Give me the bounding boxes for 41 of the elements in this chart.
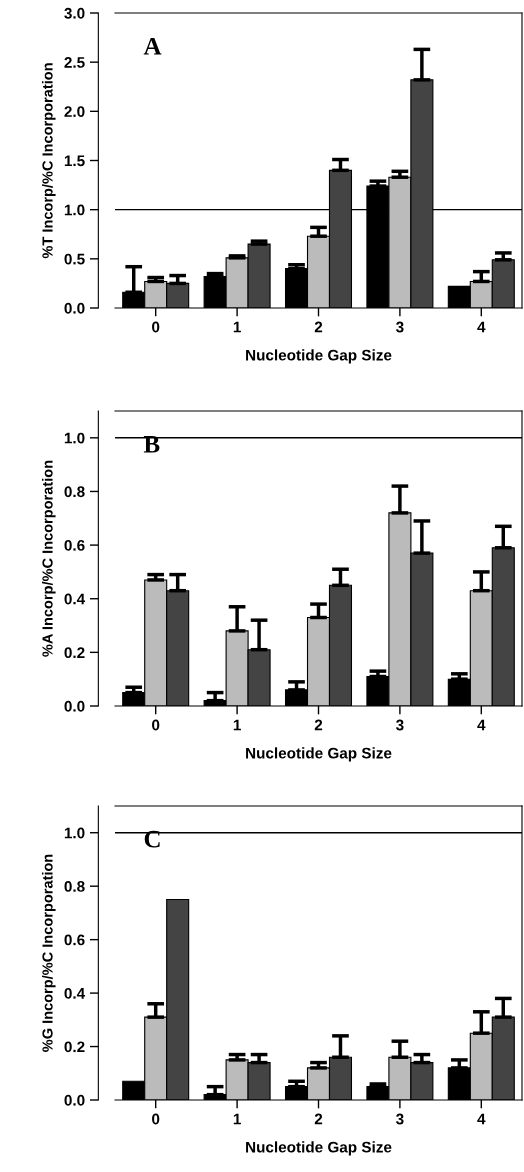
x-axis-title: Nucleotide Gap Size: [246, 747, 392, 762]
x-tick-label: 0: [152, 1113, 160, 1125]
y-tick-label: 1.5: [64, 155, 85, 167]
y-tick-label: 0.0: [64, 1094, 85, 1106]
x-tick-label: 2: [314, 321, 323, 333]
y-tick-label: 0.5: [64, 253, 85, 265]
x-tick-label: 2: [314, 719, 323, 731]
y-axis-title: %T Incorp/%C Incorporation: [41, 63, 56, 259]
x-tick-label: 3: [396, 719, 404, 731]
y-tick-label: 1.0: [64, 827, 85, 839]
y-tick-label: 0.2: [64, 647, 85, 659]
y-tick-label: 2.5: [64, 57, 85, 68]
x-tick-label: 4: [477, 321, 486, 333]
y-tick-label: 0.2: [64, 1041, 85, 1053]
y-tick-label: 2.0: [64, 106, 85, 118]
y-tick-label: 1.0: [64, 204, 85, 216]
x-tick-label: 0: [152, 321, 160, 333]
x-tick-label: 0: [152, 719, 160, 731]
x-tick-label: 4: [477, 719, 486, 731]
x-axis-title: Nucleotide Gap Size: [246, 1141, 392, 1156]
y-tick-label: 0.6: [64, 539, 85, 551]
y-tick-label: 0.0: [64, 700, 85, 712]
y-axis-title: %G Incorp/%C Incorporation: [41, 854, 56, 1052]
y-tick-label: 0.8: [64, 486, 85, 498]
y-tick-label: 1.0: [64, 432, 85, 444]
x-tick-label: 1: [233, 321, 241, 333]
y-tick-label: 0.6: [64, 934, 85, 946]
y-axis-title: %A Incorp/%C Incorporation: [41, 460, 56, 657]
y-tick-label: 0.0: [64, 302, 85, 314]
y-tick-label: 3.0: [64, 7, 85, 19]
x-tick-label: 4: [477, 1113, 486, 1125]
y-tick-label: 0.4: [64, 987, 86, 999]
x-axis-title: Nucleotide Gap Size: [246, 349, 392, 364]
x-tick-label: 2: [314, 1113, 323, 1125]
x-tick-label: 1: [233, 1113, 241, 1125]
x-tick-label: 1: [233, 719, 241, 731]
y-tick-label: 0.4: [64, 593, 86, 605]
y-tick-label: 0.8: [64, 881, 85, 892]
x-tick-label: 3: [396, 321, 404, 333]
x-tick-label: 3: [396, 1113, 404, 1125]
annotation: A: [143, 37, 162, 55]
